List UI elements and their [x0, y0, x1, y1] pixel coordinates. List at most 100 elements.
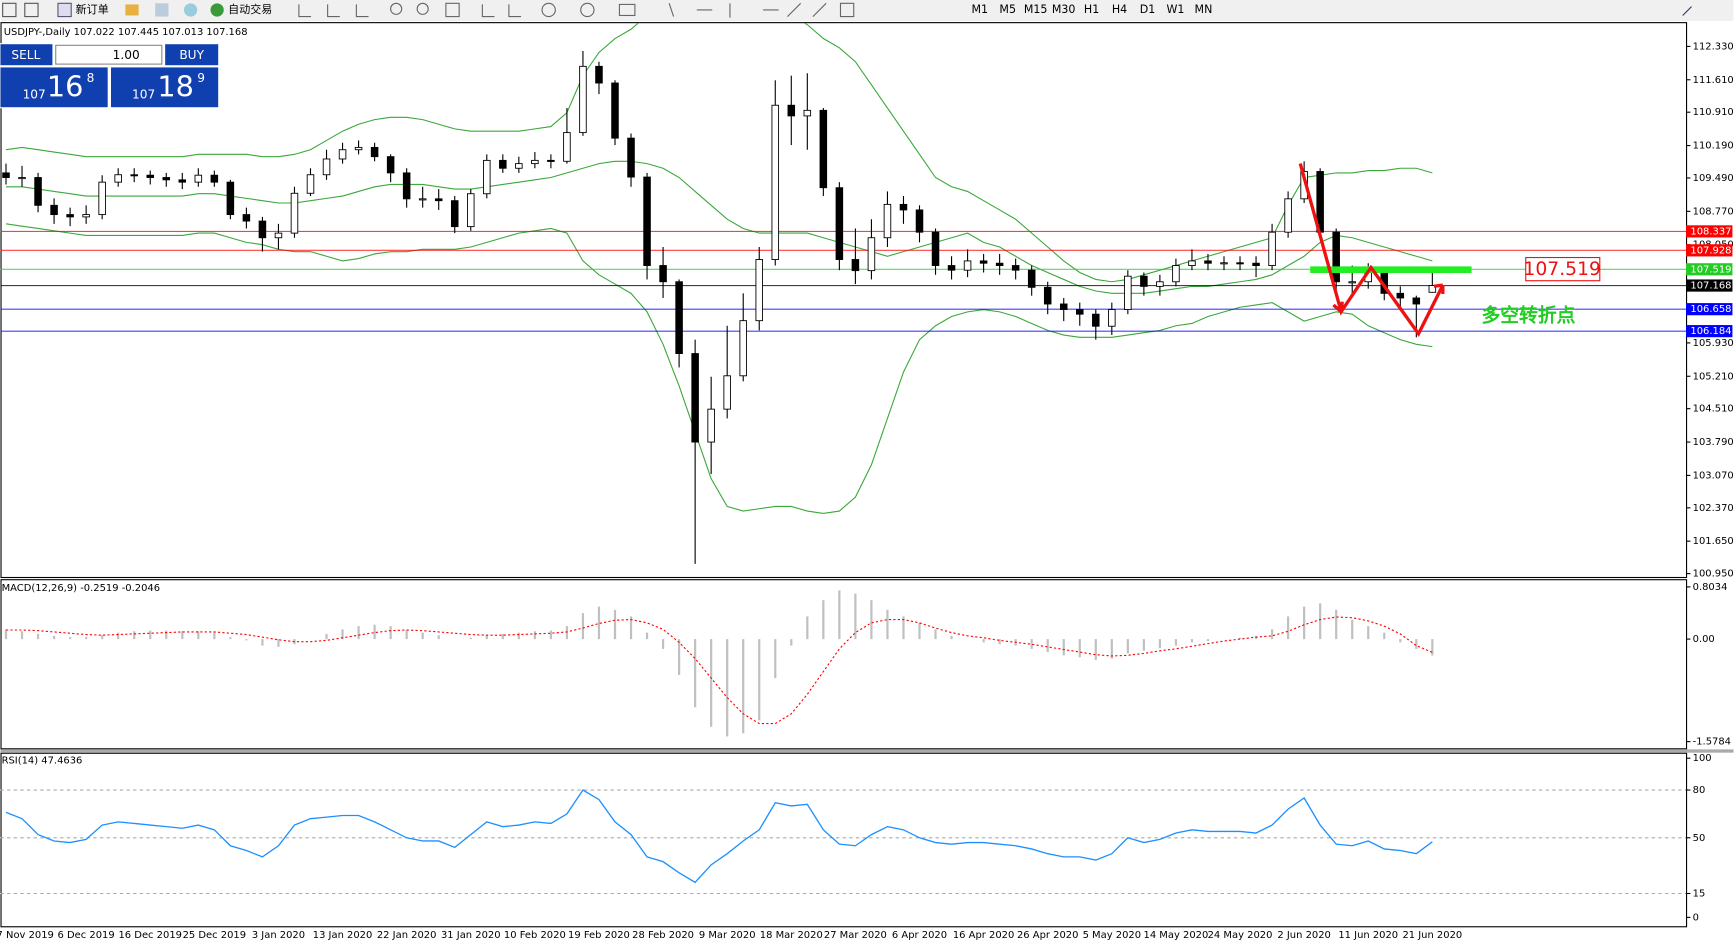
timeframe[interactable]: M30	[1052, 3, 1076, 16]
icon[interactable]	[24, 2, 39, 18]
timeframe[interactable]: H4	[1112, 3, 1127, 16]
bid-big: 107	[23, 88, 46, 102]
icon[interactable]	[298, 4, 369, 18]
x-tick-label: 2 Jun 2020	[1277, 930, 1330, 941]
icon[interactable]	[1682, 6, 1692, 16]
timeframe[interactable]: M1	[971, 3, 988, 16]
candle-body	[867, 237, 876, 272]
buy-button[interactable]	[165, 44, 219, 66]
icon[interactable]	[210, 3, 224, 17]
candle-body	[418, 198, 427, 201]
auto-trade[interactable]: 自动交易	[228, 2, 272, 16]
icon[interactable]	[155, 3, 169, 17]
y-tick-label: 109.490	[1693, 173, 1734, 184]
level-badge	[1686, 325, 1733, 338]
icon[interactable]	[183, 3, 198, 17]
y-tick-label: 108.770	[1693, 206, 1734, 217]
rsi-plot	[0, 789, 1686, 895]
candle-body	[178, 179, 187, 183]
ask-box[interactable]	[111, 67, 219, 108]
level-label: 107.519	[1523, 259, 1601, 280]
x-tick-label: 6 Dec 2019	[58, 930, 115, 941]
candle-body	[531, 159, 539, 165]
sell-button[interactable]	[0, 44, 53, 66]
icon[interactable]	[125, 4, 139, 16]
sell-label[interactable]: SELL	[11, 48, 40, 62]
axes: 112.330 111.610 110.910 110.190 109.490 108.7…	[0, 41, 1734, 941]
lots[interactable]: 1.00	[113, 48, 140, 62]
icon[interactable]	[2, 2, 17, 18]
timeframe[interactable]: H1	[1084, 3, 1099, 16]
x-tick-label: 13 Jan 2020	[313, 930, 373, 941]
candle-body	[322, 158, 331, 176]
level-badge	[1686, 279, 1733, 292]
candle-body	[114, 174, 122, 183]
candle-body	[963, 260, 972, 271]
x-tick-label: 25 Dec 2019	[183, 930, 246, 941]
buy-label[interactable]: BUY	[179, 48, 204, 62]
y-tick-label: 110.190	[1693, 141, 1734, 152]
candle-body	[1043, 286, 1052, 305]
icon[interactable]	[541, 2, 556, 18]
icon[interactable]	[445, 2, 460, 18]
rsi-pane	[0, 752, 1688, 928]
level-badge	[1686, 244, 1733, 257]
level-badge-label: 107.519	[1690, 264, 1731, 275]
arrow-head	[1332, 283, 1445, 313]
candle-body	[563, 132, 571, 162]
x-tick-label: 18 Mar 2020	[760, 930, 823, 941]
icon[interactable]	[57, 2, 72, 18]
tool-icons	[298, 2, 1692, 18]
x-tick-label: 26 Apr 2020	[1017, 930, 1078, 941]
y-tick-label: -1.5784	[1693, 737, 1731, 748]
candle-body	[434, 198, 443, 202]
timeframe[interactable]: D1	[1140, 3, 1156, 16]
ask-big: 107	[132, 88, 155, 102]
icon[interactable]	[618, 3, 636, 17]
candle-body	[66, 214, 74, 218]
candle-body	[1236, 262, 1244, 265]
timeframe[interactable]: M5	[999, 3, 1016, 16]
rsi-line	[5, 789, 1433, 884]
bid-box[interactable]	[0, 67, 108, 108]
icon[interactable]	[390, 2, 403, 15]
timeframes: M1 M5 M15 M30 H1 H4 D1 W1 MN	[971, 3, 1212, 16]
candle-body	[402, 172, 411, 200]
candle-body	[370, 146, 379, 158]
new-order[interactable]: 新订单	[76, 2, 109, 16]
ask-pips: 18	[157, 69, 194, 103]
candle-body	[1092, 313, 1100, 327]
x-tick-label: 14 May 2020	[1144, 930, 1209, 941]
x-tick-label: 3 Jan 2020	[252, 930, 305, 941]
candle-body	[1156, 281, 1164, 287]
candle-body	[739, 320, 747, 377]
candle-body	[1108, 309, 1116, 327]
icon[interactable]	[580, 2, 595, 18]
candle-body	[579, 65, 587, 134]
timeframe[interactable]: M15	[1024, 3, 1048, 16]
timeframe[interactable]: MN	[1195, 3, 1213, 16]
level-badge-label: 106.658	[1690, 304, 1731, 315]
candle-body	[707, 408, 715, 443]
candle-body	[338, 149, 347, 160]
icon[interactable]	[481, 2, 855, 18]
x-tick-label: 22 Jan 2020	[377, 930, 437, 941]
candle-body	[1396, 292, 1405, 299]
macd-plot	[4, 590, 1434, 737]
lots-input[interactable]	[55, 44, 163, 65]
toolbar: 新订单 自动交易 M1 M5 M15 M30 H1 H4 D1 W1 MN	[0, 0, 1734, 21]
timeframe[interactable]: W1	[1167, 3, 1185, 16]
candle-body	[290, 192, 299, 234]
candle-body	[515, 163, 523, 169]
x-tick-label: 5 May 2020	[1083, 930, 1141, 941]
y-tick-label: 0.8034	[1693, 582, 1728, 593]
icon[interactable]	[416, 2, 429, 15]
candle-body	[595, 65, 603, 84]
candle-body	[1268, 231, 1276, 266]
y-tick-label: 103.790	[1693, 437, 1734, 448]
candle-body	[1076, 309, 1084, 315]
candle-body	[675, 281, 683, 355]
ask-fraction: 9	[197, 71, 205, 85]
bid-pips: 16	[47, 69, 84, 103]
